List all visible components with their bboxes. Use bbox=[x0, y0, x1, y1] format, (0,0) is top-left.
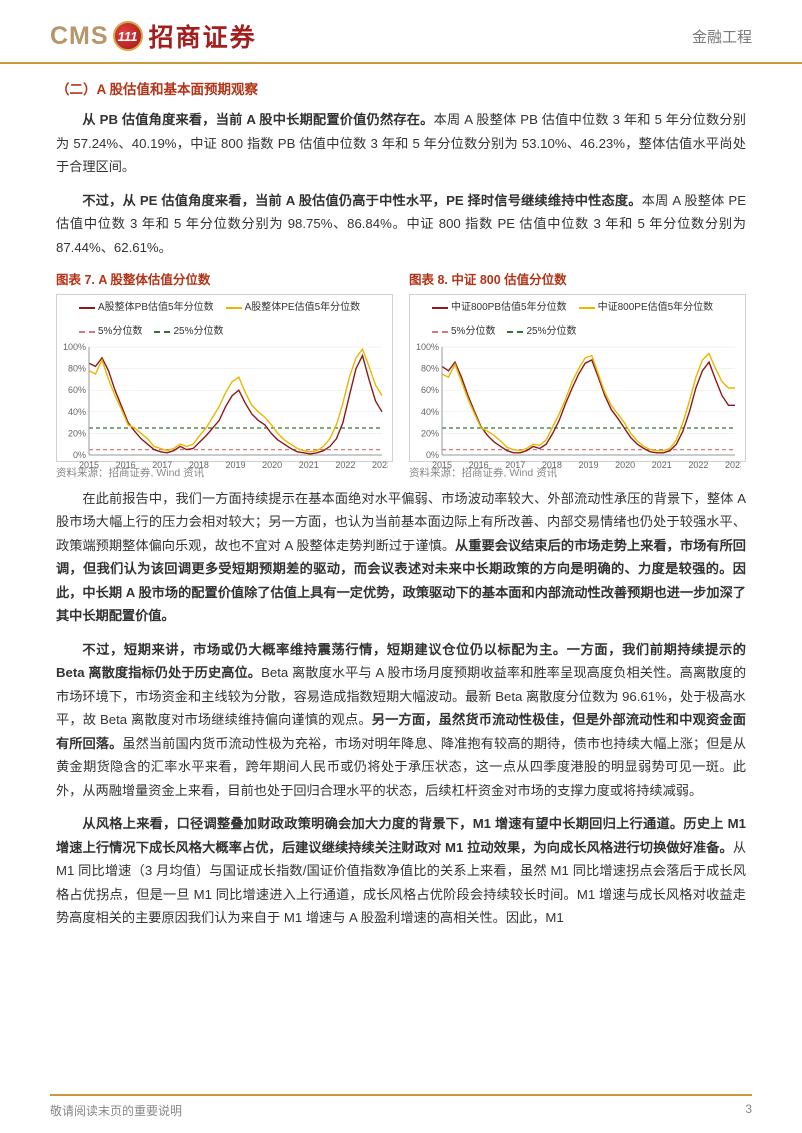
svg-text:2018: 2018 bbox=[189, 460, 209, 470]
chart-8-title: 图表 8. 中证 800 估值分位数 bbox=[409, 269, 746, 291]
chart-7-block: 图表 7. A 股整体估值分位数 A股整体PB估值5年分位数 A股整体PE估值5年… bbox=[56, 269, 393, 483]
svg-text:2023: 2023 bbox=[725, 460, 741, 470]
svg-text:2018: 2018 bbox=[542, 460, 562, 470]
paragraph-5: 从风格上来看，口径调整叠加财政政策明确会加大力度的背景下，M1 增速有望中长期回… bbox=[56, 812, 746, 930]
paragraph-3: 在此前报告中，我们一方面持续提示在基本面绝对水平偏弱、市场波动率较大、外部流动性… bbox=[56, 487, 746, 628]
svg-text:0%: 0% bbox=[426, 450, 439, 460]
svg-text:60%: 60% bbox=[421, 385, 439, 395]
main-content: （二）A 股估值和基本面预期观察 从 PB 估值角度来看，当前 A 股中长期配置… bbox=[0, 64, 802, 930]
svg-text:2020: 2020 bbox=[615, 460, 635, 470]
charts-row: 图表 7. A 股整体估值分位数 A股整体PB估值5年分位数 A股整体PE估值5年… bbox=[56, 269, 746, 483]
paragraph-1: 从 PB 估值角度来看，当前 A 股中长期配置价值仍然存在。本周 A 股整体 P… bbox=[56, 108, 746, 179]
svg-text:2015: 2015 bbox=[79, 460, 99, 470]
paragraph-2: 不过，从 PE 估值角度来看，当前 A 股估值仍高于中性水平，PE 择时信号继续… bbox=[56, 189, 746, 260]
logo-circle-icon: 111 bbox=[113, 21, 143, 51]
svg-text:2021: 2021 bbox=[652, 460, 672, 470]
svg-text:2016: 2016 bbox=[469, 460, 489, 470]
svg-text:40%: 40% bbox=[68, 407, 86, 417]
legend-item: 中证800PB估值5年分位数 bbox=[432, 299, 567, 317]
svg-text:2017: 2017 bbox=[152, 460, 172, 470]
svg-text:2016: 2016 bbox=[116, 460, 136, 470]
para2-lead: 不过，从 PE 估值角度来看，当前 A 股估值仍高于中性水平，PE 择时信号继续… bbox=[82, 193, 641, 208]
page-footer: 敬请阅读末页的重要说明 3 bbox=[50, 1094, 752, 1119]
legend-item: 5%分位数 bbox=[79, 323, 142, 341]
chart-8-svg: 0% 20% 40% 60% 80% 100% 2015 2016 2017 2018 2019 20… bbox=[414, 343, 741, 471]
logo-block: CMS 111 招商证券 bbox=[50, 18, 257, 54]
svg-text:100%: 100% bbox=[63, 343, 86, 352]
svg-text:2015: 2015 bbox=[432, 460, 452, 470]
header-category: 金融工程 bbox=[692, 26, 752, 47]
svg-text:100%: 100% bbox=[416, 343, 439, 352]
para4-tail: 虽然当前国内货币流动性极为充裕，市场对明年降息、降准抱有较高的期待，债市也持续大… bbox=[56, 736, 746, 798]
logo-cms-text: CMS bbox=[50, 22, 109, 51]
logo-cn-text: 招商证券 bbox=[149, 18, 257, 54]
svg-text:2023: 2023 bbox=[372, 460, 388, 470]
svg-text:2022: 2022 bbox=[688, 460, 708, 470]
legend-item: 25%分位数 bbox=[507, 323, 576, 341]
legend-item: A股整体PE估值5年分位数 bbox=[226, 299, 361, 317]
chart-7-title: 图表 7. A 股整体估值分位数 bbox=[56, 269, 393, 291]
chart-8-canvas: 中证800PB估值5年分位数中证800PE估值5年分位数5%分位数25%分位数 … bbox=[409, 294, 746, 462]
chart-8-legend: 中证800PB估值5年分位数中证800PE估值5年分位数 5%分位数 25%分位数 bbox=[414, 297, 741, 343]
svg-text:2019: 2019 bbox=[225, 460, 245, 470]
legend-item: A股整体PB估值5年分位数 bbox=[79, 299, 214, 317]
legend-item: 25%分位数 bbox=[154, 323, 223, 341]
svg-text:2021: 2021 bbox=[299, 460, 319, 470]
para5-lead: 从风格上来看，口径调整叠加财政政策明确会加大力度的背景下，M1 增速有望中长期回… bbox=[56, 816, 746, 855]
svg-text:40%: 40% bbox=[421, 407, 439, 417]
legend-item: 中证800PE估值5年分位数 bbox=[579, 299, 714, 317]
svg-text:80%: 80% bbox=[68, 363, 86, 373]
svg-text:2022: 2022 bbox=[335, 460, 355, 470]
svg-text:2019: 2019 bbox=[578, 460, 598, 470]
svg-text:2017: 2017 bbox=[505, 460, 525, 470]
svg-text:20%: 20% bbox=[421, 428, 439, 438]
svg-text:60%: 60% bbox=[68, 385, 86, 395]
svg-text:20%: 20% bbox=[68, 428, 86, 438]
legend-item: 5%分位数 bbox=[432, 323, 495, 341]
footer-disclaimer: 敬请阅读末页的重要说明 bbox=[50, 1102, 182, 1119]
para1-lead: 从 PB 估值角度来看，当前 A 股中长期配置价值仍然存在。 bbox=[82, 112, 433, 127]
page-header: CMS 111 招商证券 金融工程 bbox=[0, 0, 802, 64]
chart-7-svg: 0% 20% 40% 60% 80% 100% 2015 2016 2017 2018 2019 20… bbox=[61, 343, 388, 471]
chart-8-block: 图表 8. 中证 800 估值分位数 中证800PB估值5年分位数中证800PE… bbox=[409, 269, 746, 483]
chart-7-legend: A股整体PB估值5年分位数 A股整体PE估值5年分位数 5%分位数 25%分位数 bbox=[61, 297, 388, 343]
page-number: 3 bbox=[745, 1102, 752, 1119]
section-title: （二）A 股估值和基本面预期观察 bbox=[56, 78, 746, 102]
chart-7-canvas: A股整体PB估值5年分位数 A股整体PE估值5年分位数 5%分位数 25%分位数 0%… bbox=[56, 294, 393, 462]
svg-text:0%: 0% bbox=[73, 450, 86, 460]
svg-text:2020: 2020 bbox=[262, 460, 282, 470]
svg-text:80%: 80% bbox=[421, 363, 439, 373]
paragraph-4: 不过，短期来讲，市场或仍大概率维持震荡行情，短期建议仓位仍以标配为主。一方面，我… bbox=[56, 638, 746, 803]
